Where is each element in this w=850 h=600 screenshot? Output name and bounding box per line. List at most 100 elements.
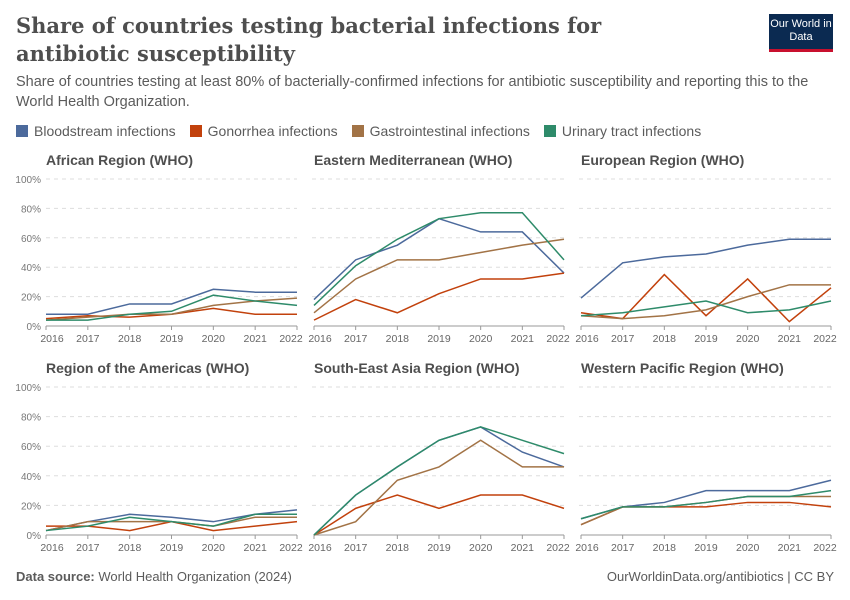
panel-title: European Region (WHO) [581, 152, 744, 168]
x-tick-label: 2021 [511, 542, 535, 554]
series-line-bloodstream [45, 509, 298, 532]
x-tick-label: 2021 [778, 542, 802, 554]
owid-logo[interactable]: Our World in Data [769, 14, 833, 52]
legend-swatch [16, 125, 28, 137]
series-line-gonorrhea [580, 501, 832, 526]
chart-title: Share of countries testing bacterial inf… [16, 13, 602, 66]
series-line-gastrointestinal [580, 495, 831, 526]
series-line-bloodstream [313, 426, 565, 536]
x-tick-label: 2017 [76, 542, 100, 554]
y-tick-label: 40% [21, 263, 41, 274]
y-tick-label: 40% [21, 472, 41, 483]
legend-item-gastrointestinal[interactable]: Gastrointestinal infections [351, 123, 530, 139]
legend-swatch [543, 125, 556, 137]
legend-label: Bloodstream infections [34, 123, 176, 139]
credit-link[interactable]: OurWorldinData.org/antibiotics | CC BY [606, 569, 834, 584]
y-tick-label: 60% [21, 234, 41, 245]
series-line-gastrointestinal [313, 238, 565, 314]
x-tick-label: 2016 [40, 542, 64, 554]
legend-swatch [351, 125, 364, 137]
legend: Bloodstream infections Gonorrhea infecti… [16, 123, 701, 139]
legend-item-urinary[interactable]: Urinary tract infections [543, 123, 702, 139]
x-tick-label: 2018 [118, 542, 142, 554]
legend-swatch [189, 125, 202, 137]
y-tick-label: 100% [15, 383, 41, 394]
x-tick-label: 2019 [160, 542, 184, 554]
x-tick-label: 2020 [736, 333, 760, 345]
data-source: Data source: World Health Organization (… [16, 569, 292, 584]
series-line-urinary [580, 489, 832, 520]
y-tick-label: 80% [21, 413, 41, 424]
x-tick-label: 2018 [653, 542, 677, 554]
legend-label: Gonorrhea infections [207, 123, 338, 139]
series-line-bloodstream [46, 288, 297, 315]
panel-title: Western Pacific Region (WHO) [581, 360, 784, 376]
x-tick-label: 2016 [40, 333, 64, 345]
series-line-urinary [313, 426, 565, 536]
x-tick-label: 2018 [118, 333, 142, 345]
x-tick-label: 2016 [308, 333, 332, 345]
legend-label: Urinary tract infections [561, 123, 702, 139]
x-tick-label: 2021 [778, 333, 802, 345]
series-line-gonorrhea [313, 494, 565, 536]
x-tick-label: 2019 [427, 542, 451, 554]
series-line-bloodstream [580, 479, 832, 520]
y-tick-label: 100% [15, 175, 41, 186]
x-tick-label: 2021 [243, 333, 267, 345]
x-tick-label: 2022 [813, 542, 837, 554]
series-line-gastrointestinal [580, 284, 831, 320]
x-tick-label: 2021 [511, 333, 535, 345]
legend-item-bloodstream[interactable]: Bloodstream infections [16, 123, 176, 139]
x-tick-label: 2022 [279, 333, 303, 345]
y-tick-label: 0% [27, 322, 42, 333]
panel-title: South-East Asia Region (WHO) [314, 360, 520, 376]
source-label: Data source: [16, 569, 95, 584]
x-tick-label: 2016 [308, 542, 332, 554]
x-tick-label: 2018 [386, 542, 410, 554]
x-tick-label: 2019 [694, 542, 718, 554]
series-line-urinary [45, 513, 297, 532]
x-tick-label: 2020 [469, 333, 493, 345]
series-line-gonorrhea [580, 273, 832, 323]
x-tick-label: 2019 [694, 333, 718, 345]
x-tick-label: 2017 [76, 333, 100, 345]
legend-label: Gastrointestinal infections [369, 123, 530, 139]
x-tick-label: 2020 [202, 542, 226, 554]
x-tick-label: 2017 [344, 333, 368, 345]
x-tick-label: 2017 [611, 333, 635, 345]
panel-title: Eastern Mediterranean (WHO) [314, 152, 512, 168]
chart-subtitle: Share of countries testing at least 80% … [16, 74, 809, 110]
x-tick-label: 2017 [611, 542, 635, 554]
series-line-bloodstream [580, 238, 831, 299]
series-line-gastrointestinal [45, 516, 297, 532]
x-tick-label: 2016 [575, 542, 599, 554]
x-tick-label: 2018 [386, 333, 410, 345]
panel-title: Region of the Americas (WHO) [46, 360, 249, 376]
x-tick-label: 2019 [427, 333, 451, 345]
x-tick-label: 2022 [279, 542, 303, 554]
y-tick-label: 0% [27, 531, 42, 542]
legend-item-gonorrhea[interactable]: Gonorrhea infections [189, 123, 338, 139]
y-tick-label: 80% [21, 204, 41, 215]
series-line-urinary [46, 294, 298, 321]
x-tick-label: 2022 [546, 333, 570, 345]
x-tick-label: 2018 [653, 333, 677, 345]
x-tick-label: 2022 [813, 333, 837, 345]
panel-title: African Region (WHO) [46, 152, 193, 168]
source-text: World Health Organization (2024) [98, 569, 292, 584]
x-tick-label: 2020 [469, 542, 493, 554]
series-line-urinary [313, 212, 565, 306]
x-tick-label: 2016 [575, 333, 599, 345]
x-tick-label: 2021 [243, 542, 267, 554]
x-tick-label: 2020 [736, 542, 760, 554]
y-tick-label: 20% [21, 293, 41, 304]
x-tick-label: 2017 [344, 542, 368, 554]
x-tick-label: 2020 [202, 333, 226, 345]
x-tick-label: 2019 [160, 333, 184, 345]
y-tick-label: 20% [21, 501, 41, 512]
x-tick-label: 2022 [546, 542, 570, 554]
series-line-gastrointestinal [313, 439, 564, 536]
y-tick-label: 60% [21, 442, 41, 453]
